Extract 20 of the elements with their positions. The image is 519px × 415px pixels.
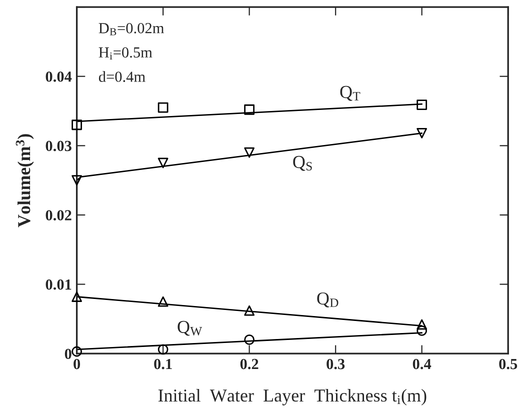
x-tick-label: 0.4 (412, 358, 432, 370)
annotation: d=0.4m (98, 71, 146, 82)
x-tick-label: 0.1 (154, 358, 172, 370)
annotation: Q$_{S}$ (293, 156, 312, 171)
y-tick-label: 0.01 (46, 279, 72, 290)
annotation: H$_{i}$=0.5m (98, 47, 152, 60)
y-tick-label: 0.03 (46, 140, 72, 152)
x-tick-label: 0.5 (499, 358, 518, 370)
annotation: Q$_{T}$ (340, 86, 360, 101)
annotation: D$_{B}$=0.02m (98, 23, 164, 36)
annotation: Q$_{W}$ (178, 320, 202, 336)
x-axis-title: Initial Water Layer Thickness t$_{i}$(m) (158, 388, 426, 406)
y-tick-label: 0.02 (46, 210, 72, 220)
annotation: Q$_{D}$ (317, 292, 338, 308)
y-axis-title: Volume(m$^{3}$) (16, 134, 34, 228)
y-tick-label: 0 (64, 348, 72, 360)
x-tick-label: 0.3 (326, 358, 345, 370)
x-tick-label: 0 (74, 358, 80, 370)
y-tick-label: 0.04 (46, 72, 72, 82)
x-tick-label: 0.2 (240, 358, 258, 370)
